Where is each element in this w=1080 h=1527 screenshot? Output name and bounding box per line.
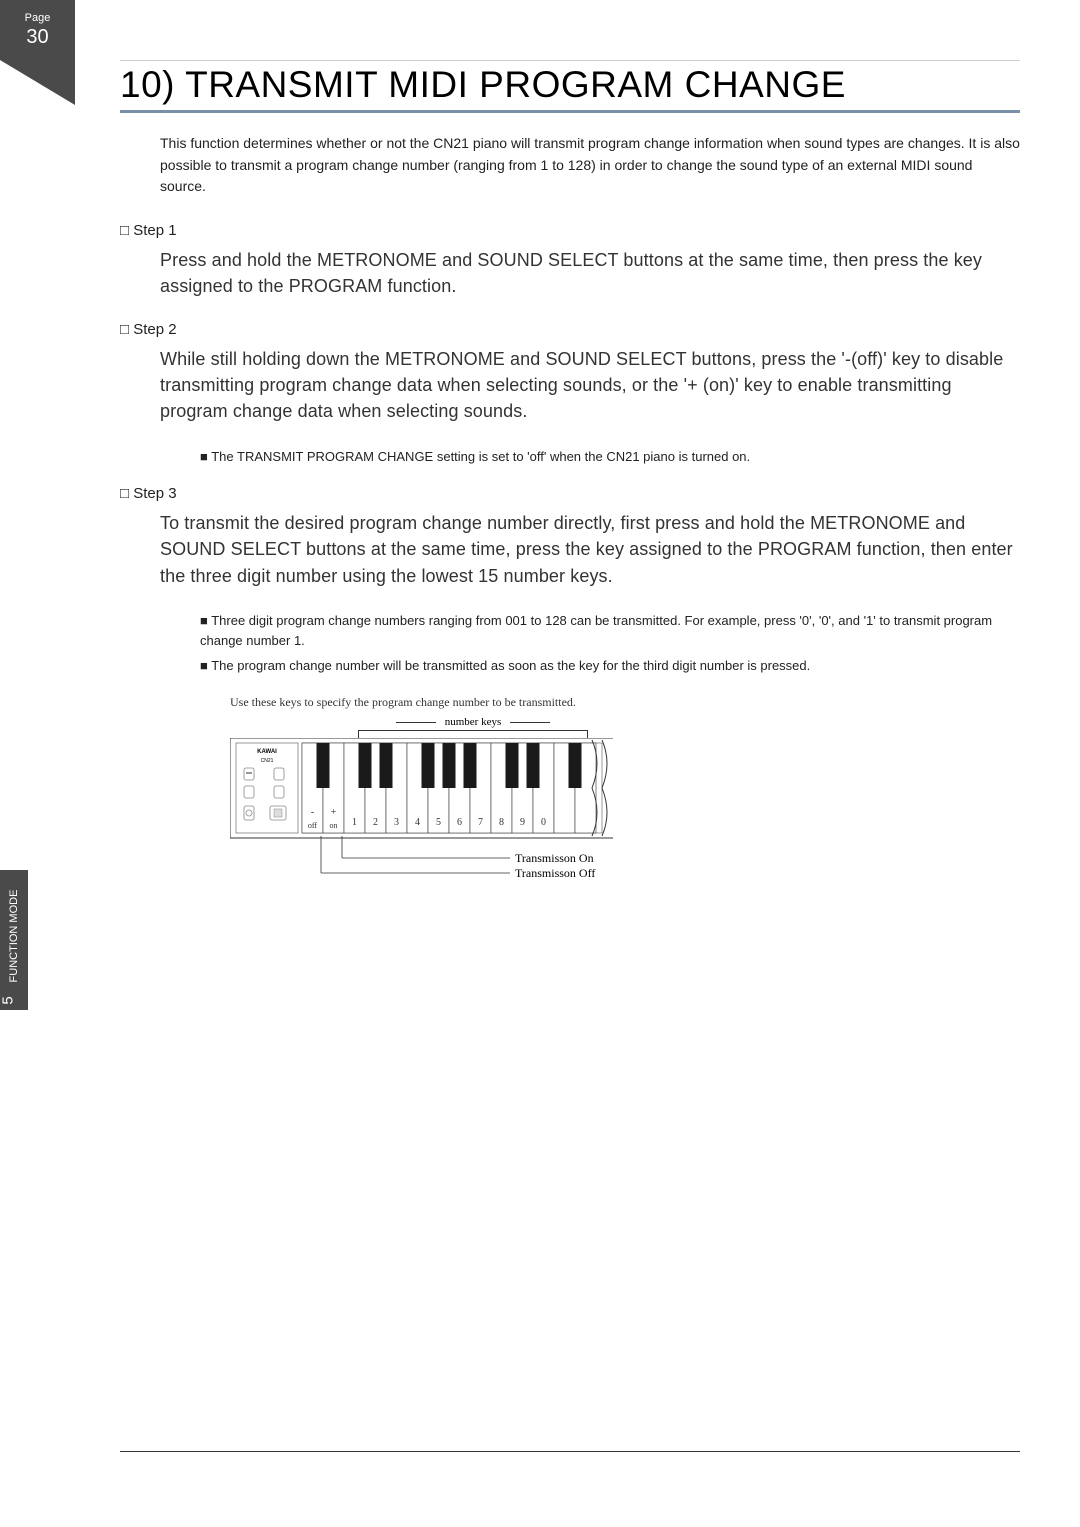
section-name: FUNCTION MODE xyxy=(8,866,20,1006)
svg-text:-: - xyxy=(311,807,314,818)
svg-text:1: 1 xyxy=(352,817,357,828)
page-title: 10) TRANSMIT MIDI PROGRAM CHANGE xyxy=(120,64,1020,106)
step-2-body: While still holding down the METRONOME a… xyxy=(160,346,1020,424)
number-keys-bracket xyxy=(358,730,588,738)
step-3-label: Step 3 xyxy=(120,485,1020,502)
number-keys-label: number keys xyxy=(358,716,588,728)
number-keys-text: number keys xyxy=(439,716,508,728)
number-keys-bracket-group: number keys xyxy=(358,716,588,738)
section-side-tab: 5 FUNCTION MODE xyxy=(0,870,28,1010)
svg-text:4: 4 xyxy=(415,817,420,828)
step-3-body: To transmit the desired program change n… xyxy=(160,510,1020,588)
svg-text:off: off xyxy=(308,821,318,830)
page-tab-triangle xyxy=(0,60,75,105)
svg-text:6: 6 xyxy=(457,817,462,828)
page-number-tab: Page 30 xyxy=(0,0,75,60)
page-number: 30 xyxy=(0,26,75,49)
keyboard-svg: KAWAI CN21 - off + on 1 2 3 4 5 6 7 8 9 0 xyxy=(230,738,650,908)
step-1-body: Press and hold the METRONOME and SOUND S… xyxy=(160,247,1020,299)
step-2-note-text: The TRANSMIT PROGRAM CHANGE setting is s… xyxy=(200,447,1020,468)
callout-on: Transmisson On xyxy=(515,851,594,865)
svg-text:5: 5 xyxy=(436,817,441,828)
svg-text:on: on xyxy=(330,821,338,830)
main-content: 10) TRANSMIT MIDI PROGRAM CHANGE This fu… xyxy=(120,60,1020,908)
keyboard-keys: - off + on 1 2 3 4 5 6 7 8 9 0 xyxy=(302,743,602,833)
page-label: Page xyxy=(0,12,75,24)
keyboard-diagram: Use these keys to specify the program ch… xyxy=(230,695,1020,908)
intro-paragraph: This function determines whether or not … xyxy=(160,133,1020,198)
panel-model: CN21 xyxy=(261,758,274,764)
footer-rule xyxy=(120,1451,1020,1452)
panel-brand: KAWAI xyxy=(257,749,277,755)
svg-text:2: 2 xyxy=(373,817,378,828)
svg-text:3: 3 xyxy=(394,817,399,828)
callout-off: Transmisson Off xyxy=(515,866,595,880)
step-1-label: Step 1 xyxy=(120,222,1020,239)
diagram-caption: Use these keys to specify the program ch… xyxy=(230,695,1020,710)
svg-text:8: 8 xyxy=(499,817,504,828)
svg-text:0: 0 xyxy=(541,817,546,828)
step-2-label: Step 2 xyxy=(120,321,1020,338)
step-3-note-2: The program change number will be transm… xyxy=(200,656,1020,677)
title-wrap: 10) TRANSMIT MIDI PROGRAM CHANGE xyxy=(120,60,1020,113)
svg-text:7: 7 xyxy=(478,817,483,828)
step-2-note: The TRANSMIT PROGRAM CHANGE setting is s… xyxy=(200,447,1020,468)
svg-text:+: + xyxy=(331,807,337,818)
step-3-notes: Three digit program change numbers rangi… xyxy=(200,611,1020,677)
step-3-note-1: Three digit program change numbers rangi… xyxy=(200,611,1020,653)
svg-text:9: 9 xyxy=(520,817,525,828)
